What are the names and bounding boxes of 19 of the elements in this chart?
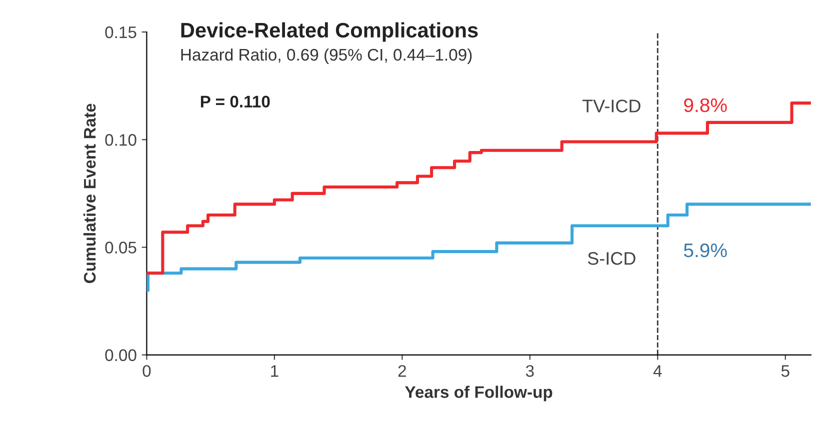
x-tick-label: 1 bbox=[271, 365, 278, 377]
y-tick-label: 0.05 bbox=[105, 242, 136, 254]
text: Hazard Ratio, 0.69 (95% CI, 0.44–1.09) bbox=[181, 48, 472, 64]
y-tick-label: 0.10 bbox=[105, 134, 136, 146]
x-tick-label: 4 bbox=[653, 365, 662, 377]
y-tick-label: 0.00 bbox=[105, 349, 136, 362]
annotation: P = 0.110 bbox=[200, 96, 270, 108]
x-axis-title: Years of Follow-up bbox=[405, 386, 552, 402]
series-label: TV-ICD bbox=[582, 100, 640, 112]
annotation: 5.9% bbox=[684, 243, 727, 258]
annotation: 9.8% bbox=[684, 98, 727, 112]
chart-title: Device-Related Complications bbox=[181, 22, 478, 42]
x-tick-label: 5 bbox=[781, 365, 790, 377]
x-tick-label: 0 bbox=[142, 365, 151, 377]
series-label: S-ICD bbox=[588, 252, 636, 265]
x-tick-label: 2 bbox=[398, 365, 406, 377]
y-tick-label: 0.15 bbox=[105, 26, 136, 38]
y-axis-title: Cumulative Event Rate bbox=[83, 104, 96, 284]
x-tick-label: 3 bbox=[526, 365, 534, 377]
